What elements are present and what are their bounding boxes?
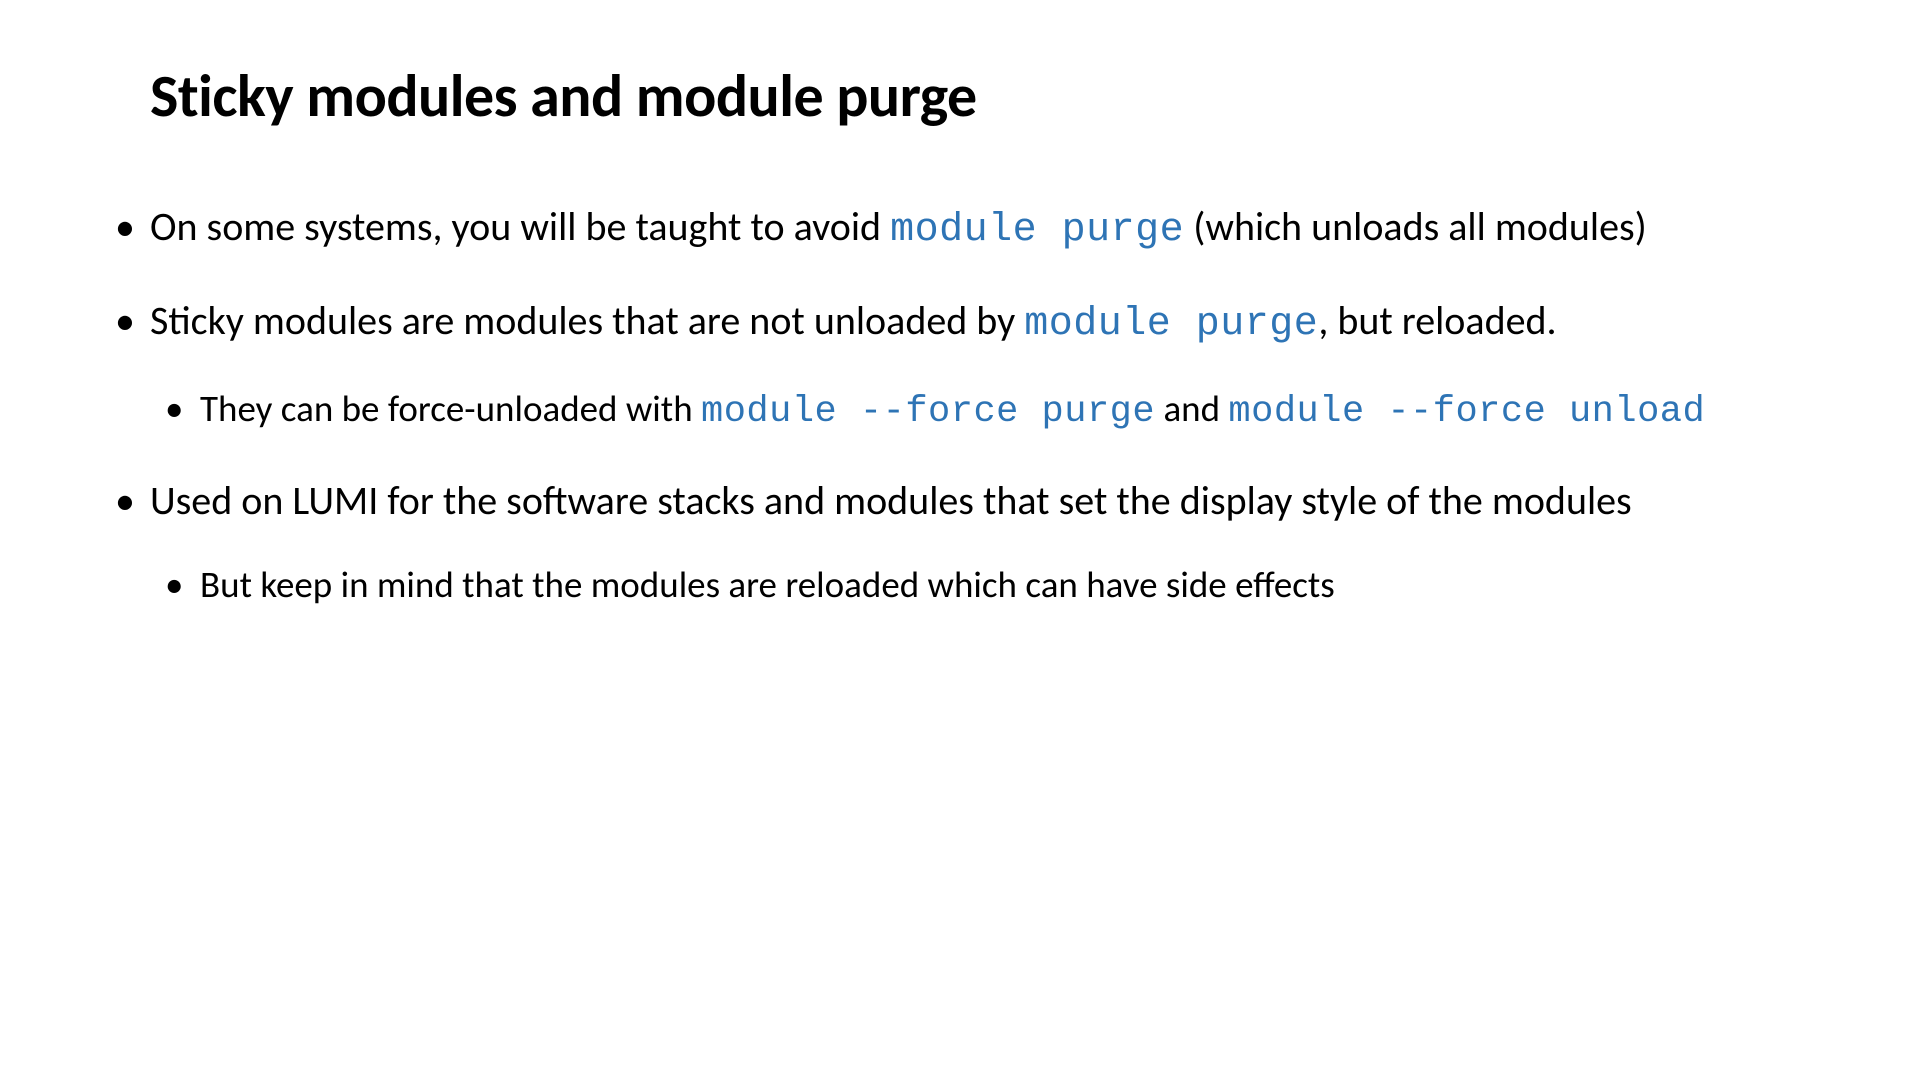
bullet-item-1: On some systems, you will be taught to a… xyxy=(150,198,1800,260)
bullet-1-prefix: On some systems, you will be taught to a… xyxy=(150,202,890,251)
bullet-2-prefix: Sticky modules are modules that are not … xyxy=(150,296,1024,345)
slide-title: Sticky modules and module purge xyxy=(150,60,1800,133)
bullet-1-suffix: (which unloads all modules) xyxy=(1184,202,1647,251)
sub-bullet-item-2: But keep in mind that the modules are re… xyxy=(200,558,1800,612)
main-bullet-list: On some systems, you will be taught to a… xyxy=(150,198,1800,611)
bullet-3-prefix: Used on LUMI for the software stacks and… xyxy=(150,476,1632,525)
bullet-item-2: Sticky modules are modules that are not … xyxy=(150,292,1800,440)
sub-1-middle: and xyxy=(1155,386,1228,431)
bullet-2-code: module purge xyxy=(1024,302,1318,347)
sub-bullet-list-1: They can be force-unloaded with module -… xyxy=(200,382,1800,440)
sub-1-code1: module --force purge xyxy=(701,391,1155,433)
sub-2-prefix: But keep in mind that the modules are re… xyxy=(200,562,1335,607)
bullet-1-code: module purge xyxy=(890,208,1184,253)
sub-bullet-item-1: They can be force-unloaded with module -… xyxy=(200,382,1800,440)
bullet-2-suffix: , but reloaded. xyxy=(1318,296,1556,345)
sub-1-prefix: They can be force-unloaded with xyxy=(200,386,701,431)
sub-bullet-list-2: But keep in mind that the modules are re… xyxy=(200,558,1800,612)
bullet-item-3: Used on LUMI for the software stacks and… xyxy=(150,472,1800,612)
sub-1-code2: module --force unload xyxy=(1228,391,1705,433)
